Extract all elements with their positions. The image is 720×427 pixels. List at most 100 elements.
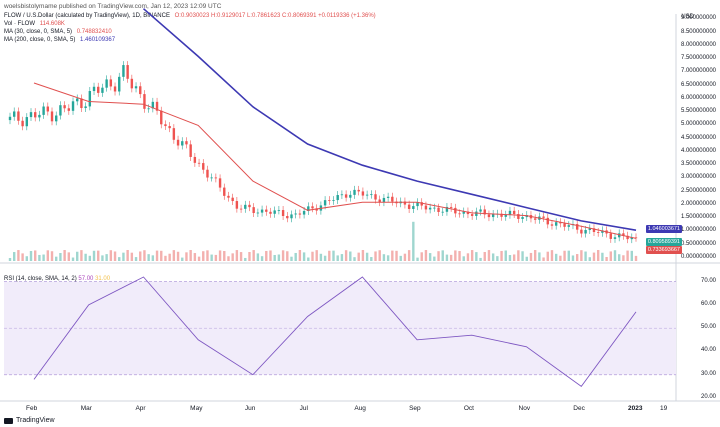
volume-bar (550, 250, 554, 261)
volume-bar (588, 257, 591, 261)
volume-bar (290, 256, 293, 261)
symbol-row[interactable]: FLOW / U.S.Dollar (calculated by Trading… (4, 12, 376, 20)
candle-body (332, 200, 335, 201)
volume-bar (571, 255, 575, 261)
volume-bar (155, 250, 159, 261)
volume-bar (483, 251, 486, 261)
volume-bar (189, 250, 192, 261)
tradingview-logo[interactable]: TradingView (4, 417, 55, 424)
candle-body (441, 211, 444, 213)
volume-bar (391, 250, 394, 261)
candle-body (336, 195, 339, 201)
candle-body (92, 86, 96, 92)
price-tick-label: 3.500000000 (680, 161, 716, 168)
volume-bar (328, 250, 331, 261)
volume-bar (533, 250, 537, 261)
volume-bar (17, 250, 20, 261)
price-tick-label: 1.000000000 (680, 227, 716, 234)
candle-body (462, 211, 465, 214)
volume-bar (605, 256, 608, 261)
candle-body (559, 222, 562, 224)
volume-bar (197, 256, 201, 261)
volume-bar (428, 253, 432, 261)
volume-bar (122, 252, 125, 261)
ma30-row[interactable]: MA (30, close, 0, SMA, 5) 0.748832410 (4, 28, 376, 36)
candle-body (508, 210, 512, 215)
volume-bar (214, 254, 218, 261)
candle-body (533, 218, 537, 220)
volume-bar (319, 253, 323, 261)
candle-body (155, 101, 159, 111)
time-tick-label: Dec (573, 405, 585, 412)
candle-body (13, 111, 16, 117)
rsi-legend[interactable]: RSI (14, close, SMA, 14, 2) 57.00 31.00 (4, 276, 110, 282)
volume-bar (46, 250, 50, 261)
volume-bar (580, 250, 583, 261)
volume-bar (386, 255, 390, 261)
volume-bar (521, 251, 524, 261)
candle-body (193, 156, 197, 163)
candle-body (67, 108, 71, 111)
volume-bar (617, 254, 621, 261)
rsi-tick-label: 40.00 (700, 347, 716, 354)
volume-bar (55, 256, 58, 261)
ohlc-values: O:0.9030023 H:0.9129017 L:0.7861623 C:0.… (174, 13, 376, 19)
volume-bar (277, 254, 281, 261)
ma30-label: MA (30, close, 0, SMA, 5) (4, 29, 73, 35)
candle-body (134, 86, 138, 89)
volume-row[interactable]: Vol · FLOW 114.608K (4, 20, 376, 28)
volume-bar (176, 251, 180, 261)
last-price-badge: 0.809589391 (645, 238, 682, 246)
volume-bar (143, 250, 146, 261)
candle-body (84, 106, 87, 109)
rsi-ma-value: 31.00 (95, 276, 111, 282)
volume-bar (223, 251, 226, 261)
candle-body (479, 209, 482, 212)
volume-bar (340, 254, 344, 261)
candle-body (71, 101, 75, 111)
candle-body (357, 189, 360, 192)
volume-bar (529, 252, 533, 261)
brand-name: TradingView (16, 417, 55, 424)
volume-bar (357, 252, 360, 261)
volume-bar (433, 256, 436, 261)
volume-bar (206, 250, 209, 261)
volume-bar (38, 254, 41, 261)
time-tick-label: 19 (660, 405, 668, 412)
candle-body (433, 207, 436, 209)
candle-body (46, 106, 50, 112)
volume-bar (361, 250, 365, 261)
volume-bar (181, 257, 184, 261)
volume-bar (609, 251, 612, 261)
ma200-label: MA (200, close, 0, SMA, 5) (4, 37, 76, 43)
candle-body (290, 214, 293, 219)
volume-bar (479, 257, 482, 261)
volume-bar (311, 251, 314, 261)
volume-bar (139, 251, 142, 261)
candle-body (491, 213, 495, 218)
candle-body (244, 204, 247, 209)
volume-bar (92, 250, 96, 261)
volume-bar (265, 250, 268, 261)
volume-bar (554, 253, 558, 261)
candle-body (25, 117, 29, 127)
rsi-tick-label: 60.00 (700, 300, 716, 307)
ma200-line (142, 8, 637, 231)
volume-bar (622, 255, 625, 261)
candle-body (596, 232, 600, 233)
time-tick-label: Jun (244, 405, 256, 412)
candle-body (189, 144, 192, 157)
candle-body (483, 209, 486, 215)
candle-body (231, 197, 234, 202)
volume-bar (424, 250, 428, 261)
candle-body (340, 194, 344, 196)
candle-body (235, 201, 239, 209)
ma200-row[interactable]: MA (200, close, 0, SMA, 5) 1.460109367 (4, 36, 376, 44)
volume-bar (441, 250, 444, 261)
candle-body (449, 206, 453, 208)
volume-bar (252, 250, 255, 261)
volume-bar (323, 255, 327, 261)
price-tick-label: 5.500000000 (680, 108, 716, 115)
ma30-value: 0.748832410 (76, 29, 112, 35)
